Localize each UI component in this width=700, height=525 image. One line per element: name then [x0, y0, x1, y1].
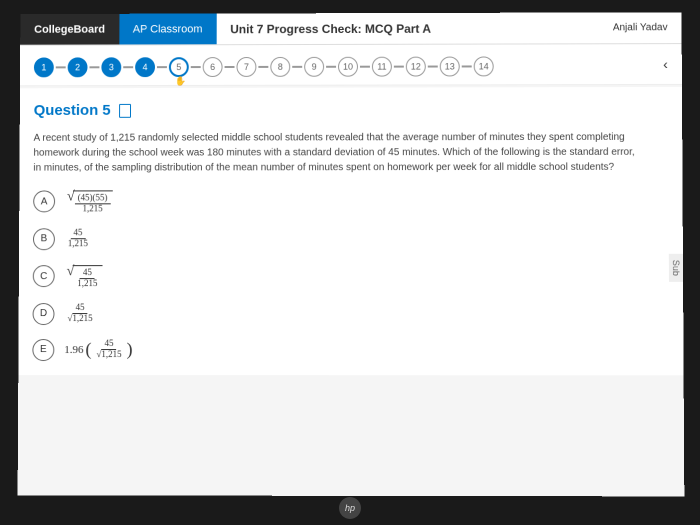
- option-letter: C: [33, 265, 55, 287]
- q-node-13[interactable]: 13: [440, 57, 460, 77]
- question-progress: 1 2 3 4 5 6 7 8 9 10 11 12 13 14: [20, 44, 682, 86]
- option-letter: E: [32, 339, 54, 361]
- q-node-8[interactable]: 8: [270, 57, 290, 77]
- option-letter: B: [33, 228, 55, 250]
- question-number: Question 5: [34, 102, 111, 119]
- submit-side-button[interactable]: Sub: [669, 253, 683, 281]
- q-node-9[interactable]: 9: [304, 57, 324, 77]
- option-letter: A: [33, 191, 55, 213]
- header: CollegeBoard AP Classroom Unit 7 Progres…: [20, 12, 681, 45]
- flag-icon[interactable]: [119, 103, 131, 117]
- q-node-14[interactable]: 14: [474, 56, 494, 76]
- tab-label: AP Classroom: [133, 23, 203, 35]
- question-text: A recent study of 1,215 randomly selecte…: [33, 130, 636, 176]
- option-math: 45√1,215: [64, 303, 95, 324]
- option-math: 1.96 ( 45√1,215 ): [64, 339, 132, 360]
- option-math: (45)(55)1,215: [65, 189, 113, 214]
- option-math: 451,215: [65, 229, 91, 250]
- option-e[interactable]: E 1.96 ( 45√1,215 ): [32, 339, 669, 361]
- q-node-1[interactable]: 1: [34, 57, 54, 77]
- question-title: Question 5: [34, 101, 668, 119]
- q-node-7[interactable]: 7: [236, 57, 256, 77]
- hp-logo: hp: [339, 497, 361, 519]
- q-node-2[interactable]: 2: [68, 57, 88, 77]
- question-content: Question 5 A recent study of 1,215 rando…: [18, 87, 683, 375]
- option-b[interactable]: B 451,215: [33, 228, 669, 250]
- user-name[interactable]: Anjali Yadav: [599, 12, 682, 43]
- ap-classroom-tab[interactable]: AP Classroom: [119, 14, 216, 45]
- user-text: Anjali Yadav: [613, 22, 668, 33]
- logo-text: CollegeBoard: [34, 23, 105, 35]
- q-node-5[interactable]: 5: [169, 57, 189, 77]
- option-c[interactable]: C 451,215: [33, 264, 669, 289]
- collegeboard-logo: CollegeBoard: [20, 14, 119, 45]
- q-node-12[interactable]: 12: [406, 57, 426, 77]
- q-node-4[interactable]: 4: [135, 57, 155, 77]
- answer-options: A (45)(55)1,215 B 451,215 C 451,215 D: [32, 189, 669, 361]
- title-text: Unit 7 Progress Check: MCQ Part A: [230, 21, 431, 35]
- option-a[interactable]: A (45)(55)1,215: [33, 189, 668, 214]
- q-node-6[interactable]: 6: [203, 57, 223, 77]
- q-node-3[interactable]: 3: [101, 57, 121, 77]
- option-d[interactable]: D 45√1,215: [33, 303, 670, 325]
- option-math: 451,215: [65, 264, 103, 289]
- q-node-11[interactable]: 11: [372, 57, 392, 77]
- page-title: Unit 7 Progress Check: MCQ Part A: [216, 12, 599, 44]
- option-letter: D: [33, 303, 55, 325]
- q-node-10[interactable]: 10: [338, 57, 358, 77]
